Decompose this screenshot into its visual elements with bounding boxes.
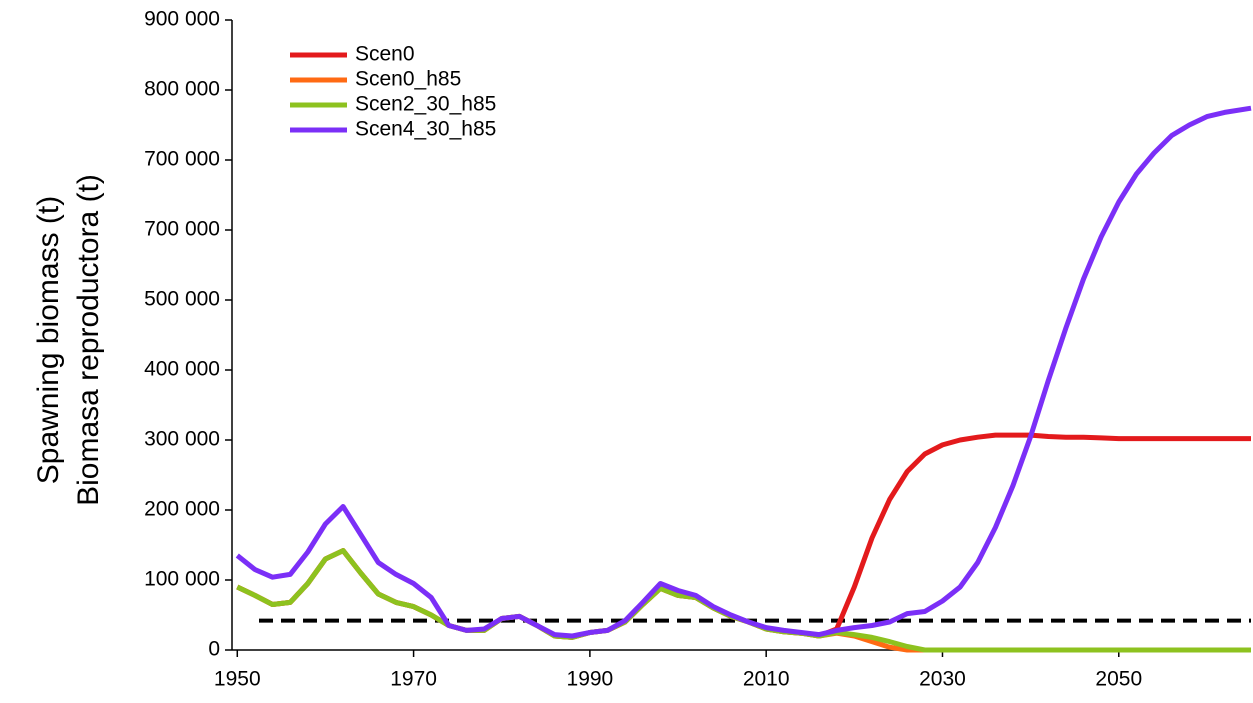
x-tick-label: 1950 <box>214 668 261 691</box>
legend-label: Scen0_h85 <box>355 68 461 91</box>
y-tick-label: 400 000 <box>144 358 220 381</box>
x-tick-label: 2050 <box>1095 668 1142 691</box>
series-line <box>236 432 1251 640</box>
series-line <box>235 105 1252 639</box>
legend-label: Scen0 <box>355 43 415 66</box>
y-tick-label: 800 000 <box>144 78 220 101</box>
x-tick-label: 2030 <box>919 668 966 691</box>
x-tick-label: 1990 <box>567 668 614 691</box>
x-tick-label: 2010 <box>743 668 790 691</box>
y-axis-title-line: Spawning biomass (t) <box>32 196 65 484</box>
y-tick-label: 500 000 <box>144 288 220 311</box>
y-axis-title-line: Biomasa reproductora (t) <box>72 174 105 506</box>
y-tick-label: 700 000 <box>144 148 220 171</box>
y-tick-label: 300 000 <box>144 428 220 451</box>
y-tick-label: 700 000 <box>144 218 220 241</box>
y-tick-label: 200 000 <box>144 498 220 521</box>
x-tick-label: 1970 <box>390 668 437 691</box>
y-axis-title: Spawning biomass (t) Biomasa reproductor… <box>32 174 105 506</box>
legend-label: Scen4_30_h85 <box>355 118 496 141</box>
y-tick-label: 100 000 <box>144 568 220 591</box>
legend-label: Scen2_30_h85 <box>355 93 496 116</box>
y-tick-label: 0 <box>208 638 220 661</box>
series-line <box>236 548 1251 653</box>
y-tick-label: 900 000 <box>144 8 220 31</box>
